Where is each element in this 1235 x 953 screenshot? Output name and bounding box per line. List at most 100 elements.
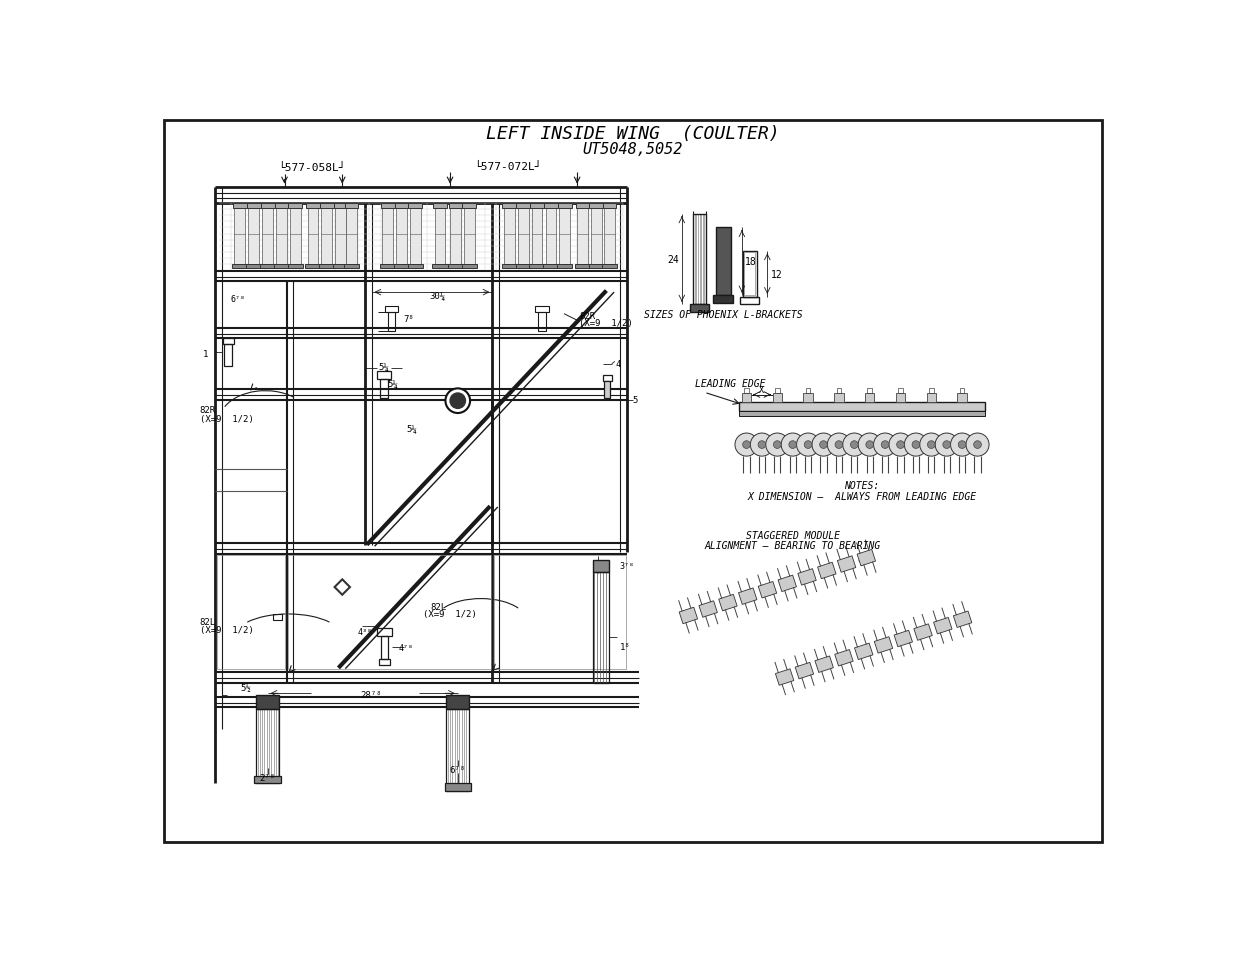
Bar: [217, 556, 285, 670]
Bar: [320, 204, 333, 209]
Text: 82L: 82L: [431, 602, 447, 611]
Circle shape: [751, 434, 773, 456]
Bar: [501, 265, 517, 269]
Bar: [699, 601, 718, 618]
Circle shape: [742, 441, 751, 449]
Circle shape: [773, 441, 782, 449]
Circle shape: [811, 434, 835, 456]
Bar: [247, 204, 261, 209]
Bar: [557, 265, 573, 269]
Circle shape: [958, 441, 966, 449]
Bar: [719, 595, 737, 611]
Bar: [559, 208, 571, 265]
Bar: [377, 372, 390, 379]
Text: 7⁸: 7⁸: [404, 314, 415, 323]
Text: 82R: 82R: [200, 406, 216, 415]
Bar: [515, 265, 531, 269]
Text: NOTES:: NOTES:: [845, 481, 879, 491]
Bar: [306, 204, 320, 209]
Bar: [384, 307, 399, 313]
Bar: [603, 375, 611, 382]
Bar: [394, 265, 409, 269]
Circle shape: [913, 441, 920, 449]
Bar: [248, 208, 259, 265]
Bar: [321, 208, 332, 265]
Bar: [776, 389, 779, 394]
Circle shape: [966, 434, 989, 456]
Bar: [835, 394, 844, 403]
Bar: [259, 265, 275, 269]
Circle shape: [450, 394, 466, 409]
Bar: [742, 252, 757, 297]
Bar: [333, 204, 348, 209]
Circle shape: [842, 434, 866, 456]
Text: ALIGNMENT – BEARING TO BEARING: ALIGNMENT – BEARING TO BEARING: [705, 540, 881, 550]
Bar: [256, 695, 279, 709]
Bar: [305, 265, 321, 269]
Bar: [462, 265, 477, 269]
Bar: [739, 403, 986, 412]
Bar: [960, 389, 965, 394]
Bar: [377, 628, 393, 636]
Circle shape: [851, 441, 858, 449]
Bar: [380, 204, 395, 209]
Bar: [864, 394, 874, 403]
Bar: [235, 208, 246, 265]
Bar: [517, 208, 529, 265]
Circle shape: [789, 441, 797, 449]
Bar: [395, 204, 409, 209]
Bar: [604, 382, 610, 399]
Bar: [232, 265, 247, 269]
Bar: [408, 265, 424, 269]
Bar: [690, 305, 709, 313]
Bar: [336, 208, 346, 265]
Bar: [277, 208, 287, 265]
Bar: [233, 204, 247, 209]
Bar: [432, 265, 448, 269]
Bar: [435, 208, 446, 265]
Text: STAGGERED MODULE: STAGGERED MODULE: [746, 530, 840, 540]
Bar: [957, 394, 967, 403]
Bar: [577, 208, 588, 265]
Bar: [410, 208, 421, 265]
Circle shape: [942, 441, 951, 449]
Text: └577-058L┘: └577-058L┘: [278, 163, 346, 173]
Bar: [740, 297, 758, 305]
Bar: [503, 204, 516, 209]
Text: 4³⁸: 4³⁸: [358, 627, 373, 637]
Bar: [256, 709, 279, 783]
Bar: [254, 776, 280, 783]
Text: 82L: 82L: [200, 618, 216, 626]
Bar: [530, 204, 543, 209]
Circle shape: [873, 434, 897, 456]
Text: 28⁷⁸: 28⁷⁸: [361, 691, 383, 700]
Bar: [798, 569, 816, 585]
Bar: [603, 204, 616, 209]
Bar: [773, 394, 782, 403]
Bar: [716, 228, 731, 295]
Bar: [383, 208, 393, 265]
Bar: [532, 208, 542, 265]
Bar: [262, 208, 273, 265]
Circle shape: [897, 441, 904, 449]
Bar: [462, 204, 477, 209]
Circle shape: [446, 389, 471, 414]
Text: 5¼: 5¼: [406, 424, 417, 433]
Text: 4: 4: [615, 360, 621, 369]
Text: 4⁷⁸: 4⁷⁸: [399, 643, 414, 652]
Bar: [333, 265, 348, 269]
Bar: [795, 662, 814, 679]
Bar: [926, 394, 936, 403]
Bar: [558, 204, 572, 209]
Bar: [894, 631, 913, 647]
Bar: [589, 265, 604, 269]
Bar: [343, 265, 359, 269]
Text: 5¼: 5¼: [378, 361, 389, 371]
Bar: [895, 394, 905, 403]
Text: (X=9  1/2): (X=9 1/2): [200, 415, 253, 423]
Bar: [288, 265, 303, 269]
Text: SIZES OF PHOENIX L-BRACKETS: SIZES OF PHOENIX L-BRACKETS: [645, 310, 803, 319]
Bar: [929, 389, 934, 394]
Text: 5: 5: [632, 396, 637, 405]
Text: 12: 12: [771, 270, 782, 279]
